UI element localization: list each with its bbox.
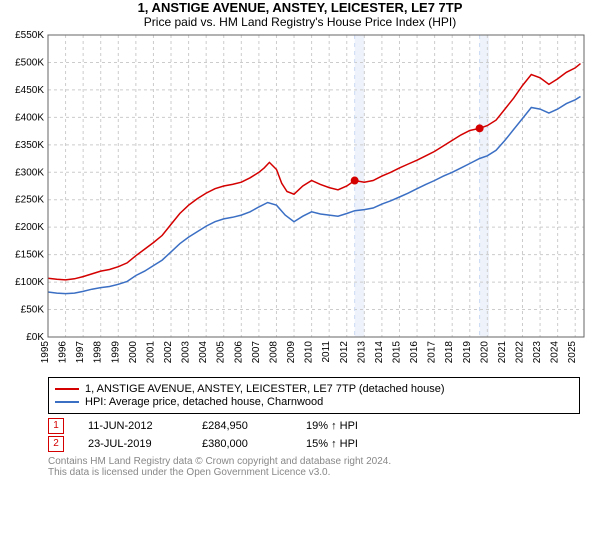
svg-text:£550K: £550K	[15, 30, 44, 41]
legend-swatch	[55, 388, 79, 390]
svg-text:2004: 2004	[198, 341, 209, 364]
svg-text:£350K: £350K	[15, 140, 44, 151]
legend-item: 1, ANSTIGE AVENUE, ANSTEY, LEICESTER, LE…	[55, 383, 573, 395]
svg-text:2010: 2010	[304, 341, 315, 364]
footer-line2: This data is licensed under the Open Gov…	[48, 467, 580, 478]
svg-text:2021: 2021	[497, 341, 508, 364]
svg-text:£100K: £100K	[15, 277, 44, 288]
svg-text:1998: 1998	[93, 341, 104, 364]
svg-text:£150K: £150K	[15, 250, 44, 261]
svg-text:2000: 2000	[128, 341, 139, 364]
svg-text:1996: 1996	[58, 341, 69, 364]
svg-text:2016: 2016	[409, 341, 420, 364]
sale-row: 1 11-JUN-2012 £284,950 19% ↑ HPI	[48, 418, 580, 434]
legend: 1, ANSTIGE AVENUE, ANSTEY, LEICESTER, LE…	[48, 377, 580, 414]
sale-delta: 15% ↑ HPI	[306, 438, 396, 450]
svg-text:2019: 2019	[462, 341, 473, 364]
svg-text:£250K: £250K	[15, 195, 44, 206]
title-line2: Price paid vs. HM Land Registry's House …	[0, 15, 600, 29]
svg-text:1997: 1997	[75, 341, 86, 364]
svg-text:£400K: £400K	[15, 112, 44, 123]
svg-text:£450K: £450K	[15, 85, 44, 96]
svg-text:£200K: £200K	[15, 222, 44, 233]
svg-text:2020: 2020	[479, 341, 490, 364]
svg-text:2015: 2015	[391, 341, 402, 364]
svg-text:2002: 2002	[163, 341, 174, 364]
legend-label: HPI: Average price, detached house, Char…	[85, 396, 323, 408]
svg-text:2011: 2011	[321, 341, 332, 363]
svg-text:2022: 2022	[514, 341, 525, 364]
footer-line1: Contains HM Land Registry data © Crown c…	[48, 456, 580, 467]
sale-annotations: 1 11-JUN-2012 £284,950 19% ↑ HPI 2 23-JUL-201…	[48, 418, 580, 452]
svg-text:2008: 2008	[268, 341, 279, 364]
svg-text:2018: 2018	[444, 341, 455, 364]
legend-label: 1, ANSTIGE AVENUE, ANSTEY, LEICESTER, LE…	[85, 383, 445, 395]
svg-text:£300K: £300K	[15, 167, 44, 178]
sale-row: 2 23-JUL-2019 £380,000 15% ↑ HPI	[48, 436, 580, 452]
title-line1: 1, ANSTIGE AVENUE, ANSTEY, LEICESTER, LE…	[0, 0, 600, 15]
svg-text:2023: 2023	[532, 341, 543, 364]
svg-text:2006: 2006	[233, 341, 244, 364]
svg-text:£500K: £500K	[15, 57, 44, 68]
legend-item: HPI: Average price, detached house, Char…	[55, 396, 573, 408]
sale-price: £380,000	[202, 438, 282, 450]
svg-text:1995: 1995	[40, 341, 51, 364]
svg-text:2007: 2007	[251, 341, 262, 364]
svg-text:2014: 2014	[374, 341, 385, 364]
svg-text:2001: 2001	[145, 341, 156, 364]
sale-date: 23-JUL-2019	[88, 438, 178, 450]
svg-text:2003: 2003	[181, 341, 192, 364]
svg-text:2017: 2017	[427, 341, 438, 364]
price-chart: £0K£50K£100K£150K£200K£250K£300K£350K£40…	[0, 29, 600, 371]
sale-date: 11-JUN-2012	[88, 420, 178, 432]
svg-text:1999: 1999	[110, 341, 121, 364]
svg-text:2024: 2024	[550, 341, 561, 364]
legend-swatch	[55, 401, 79, 403]
svg-text:2025: 2025	[567, 341, 578, 364]
svg-text:2009: 2009	[286, 341, 297, 364]
sale-price: £284,950	[202, 420, 282, 432]
footer-attribution: Contains HM Land Registry data © Crown c…	[48, 456, 580, 478]
sale-marker: 1	[48, 418, 64, 434]
sale-marker: 2	[48, 436, 64, 452]
svg-text:2013: 2013	[356, 341, 367, 364]
sale-delta: 19% ↑ HPI	[306, 420, 396, 432]
svg-text:2005: 2005	[216, 341, 227, 364]
svg-text:2012: 2012	[339, 341, 350, 364]
svg-text:£50K: £50K	[21, 305, 45, 316]
